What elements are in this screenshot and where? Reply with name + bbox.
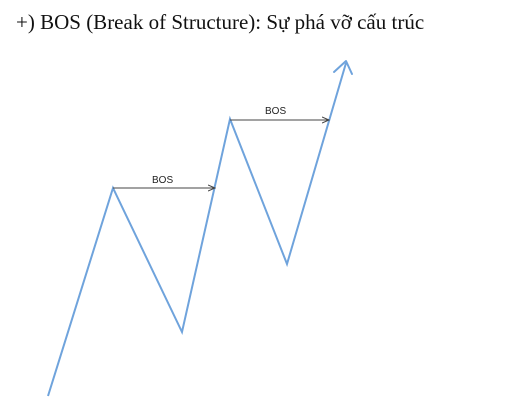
page-heading: +) BOS (Break of Structure): Sự phá vỡ c…: [16, 10, 425, 34]
price-path-line: [47, 62, 347, 397]
price-arrow-head-icon: [333, 60, 353, 75]
bos-label-2: BOS: [265, 106, 286, 117]
bos-label-1: BOS: [152, 175, 173, 186]
